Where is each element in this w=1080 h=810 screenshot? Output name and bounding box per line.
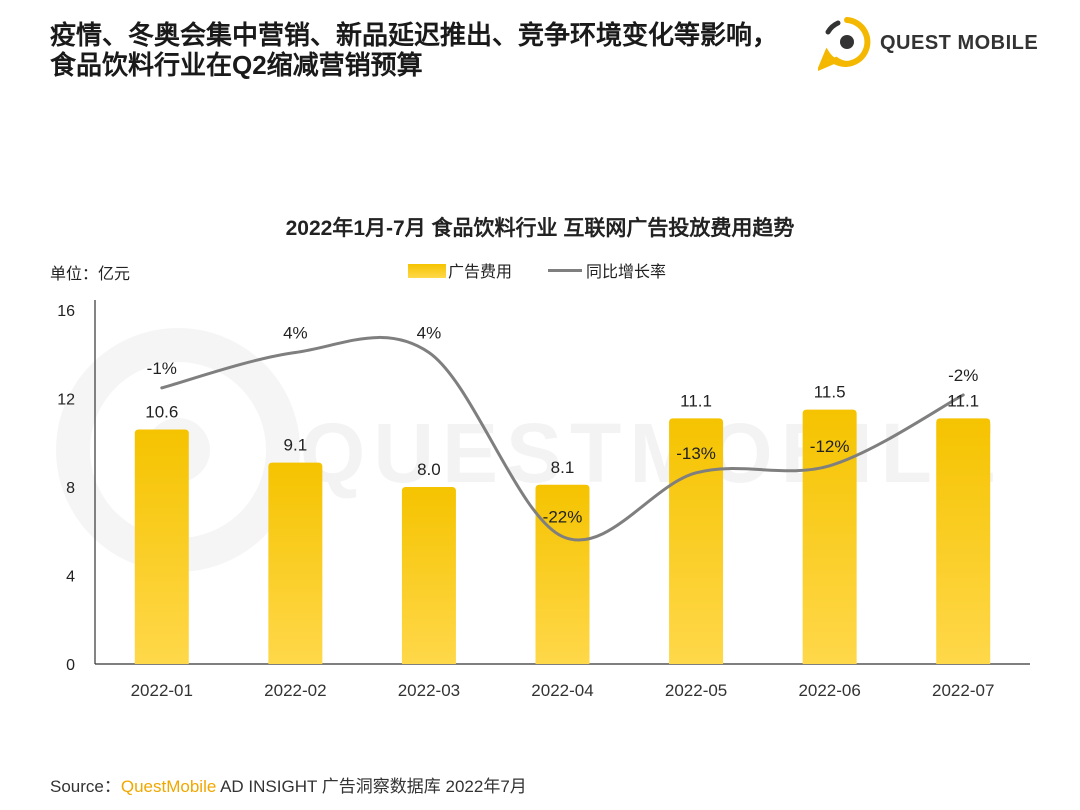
y-tick-label-0: 0 <box>66 657 75 674</box>
bar-2022-03 <box>401 487 456 664</box>
yoy-value-label-5: -12% <box>810 437 850 456</box>
yoy-value-label-3: -22% <box>543 508 583 527</box>
chart-title: 2022年1月-7月 食品饮料行业 互联网广告投放费用趋势 <box>285 217 795 240</box>
source-prefix: Source： <box>50 777 121 796</box>
legend-line-swatch <box>548 269 582 272</box>
bar-value-label-6: 11.1 <box>947 391 979 410</box>
yoy-growth-line <box>160 335 965 542</box>
x-tick-label-4: 2022-05 <box>665 681 727 700</box>
headline-line-2: 食品饮料行业在Q2缩减营销预算 <box>50 50 423 80</box>
legend-bar-swatch <box>408 264 446 278</box>
bar-2022-05 <box>669 418 724 664</box>
logo-text: QUEST MOBILE <box>880 32 1039 54</box>
bar-value-label-5: 11.5 <box>814 383 846 402</box>
y-tick-label-1: 4 <box>66 569 75 586</box>
source-rest: AD INSIGHT 广告洞察数据库 2022年7月 <box>216 777 527 796</box>
x-tick-label-6: 2022-07 <box>932 681 994 700</box>
legend-line-label: 同比增长率 <box>586 264 667 281</box>
bar-2022-04 <box>535 484 590 664</box>
bar-value-label-4: 11.1 <box>680 391 712 410</box>
bar-value-label-1: 9.1 <box>284 436 308 455</box>
y-tick-label-4: 16 <box>57 303 75 320</box>
questmobile-logo: QUEST MOBILE <box>816 14 1048 74</box>
bar-2022-06 <box>802 409 857 664</box>
x-tick-label-0: 2022-01 <box>131 681 193 700</box>
source-note: Source：QuestMobile AD INSIGHT 广告洞察数据库 20… <box>50 772 527 797</box>
legend-item-line: 同比增长率 <box>548 258 666 282</box>
bar-value-label-0: 10.6 <box>145 402 178 421</box>
unit-label: 单位：亿元 <box>50 266 131 283</box>
yoy-value-label-6: -2% <box>948 366 978 385</box>
source-brand: QuestMobile <box>120 777 217 796</box>
headline-line-1: 疫情、冬奥会集中营销、新品延迟推出、竞争环境变化等影响， <box>50 20 779 50</box>
legend-bar-label: 广告费用 <box>448 264 513 281</box>
y-tick-label-2: 8 <box>66 480 75 497</box>
y-tick-label-3: 12 <box>57 392 75 409</box>
bar-2022-07 <box>936 418 991 664</box>
bar-2022-02 <box>268 462 323 664</box>
yoy-value-label-0: -1% <box>147 359 177 378</box>
x-tick-label-5: 2022-06 <box>798 681 860 700</box>
yoy-value-label-4: -13% <box>676 444 716 463</box>
questmobile-logo-icon <box>816 17 871 72</box>
bar-2022-01 <box>134 429 189 664</box>
bar-value-label-3: 8.1 <box>551 458 575 477</box>
headline: 疫情、冬奥会集中营销、新品延迟推出、竞争环境变化等影响， 食品饮料行业在Q2缩减… <box>50 20 810 80</box>
bar-value-label-2: 8.0 <box>417 460 441 479</box>
legend-item-bar: 广告费用 <box>408 258 512 282</box>
x-tick-label-2: 2022-03 <box>398 681 460 700</box>
yoy-value-label-1: 4% <box>283 323 308 342</box>
yoy-value-label-2: 4% <box>417 323 442 342</box>
x-tick-label-1: 2022-02 <box>264 681 326 700</box>
x-tick-label-3: 2022-04 <box>531 681 593 700</box>
